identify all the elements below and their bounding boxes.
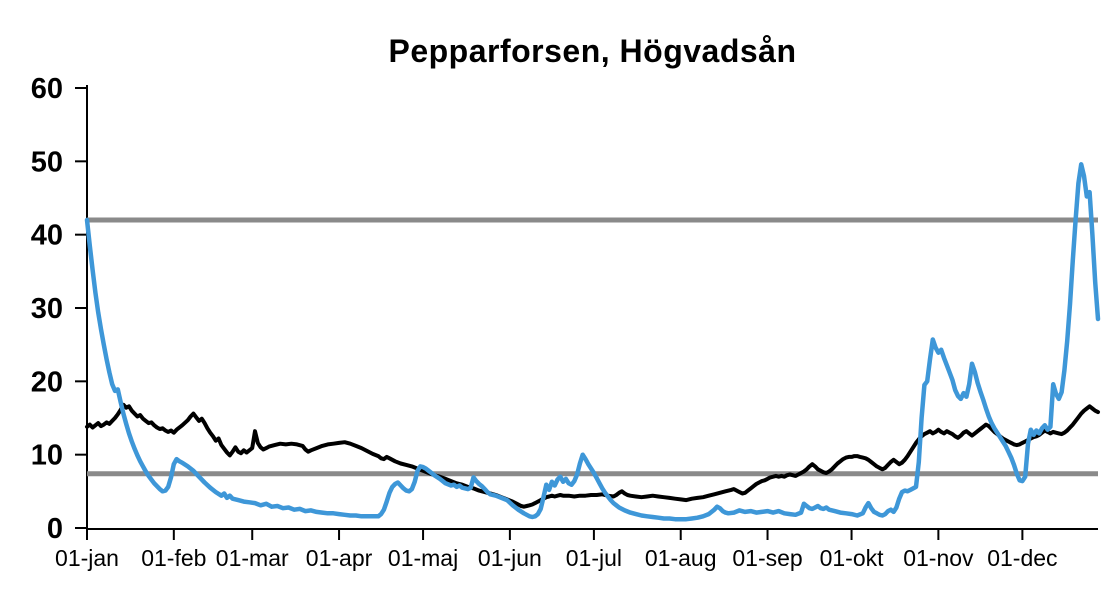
y-tick-label: 20 xyxy=(31,366,63,398)
series-blue xyxy=(84,162,1101,522)
y-tick-label: 30 xyxy=(31,293,63,325)
x-tick-label: 01-apr xyxy=(306,545,373,571)
series-black xyxy=(85,402,1100,509)
x-tick-label: 01-jul xyxy=(566,545,622,571)
y-tick-label: 50 xyxy=(31,146,63,178)
chart-title: Pepparforsen, Högvadsån xyxy=(388,33,797,69)
x-tick-label: 01-nov xyxy=(903,545,974,571)
x-tick-label: 01-maj xyxy=(388,545,458,571)
x-tick-label: 01-feb xyxy=(141,545,206,571)
y-tick-label: 40 xyxy=(31,220,63,252)
y-tick-label: 10 xyxy=(31,440,63,472)
x-tick-label: 01-mar xyxy=(216,545,289,571)
x-tick-label: 01-jun xyxy=(478,545,542,571)
y-tick-label: 0 xyxy=(47,513,63,545)
x-tick-label: 01-jan xyxy=(55,545,119,571)
x-tick-label: 01-sep xyxy=(732,545,802,571)
x-tick-label: 01-okt xyxy=(820,545,885,571)
x-tick-label: 01-dec xyxy=(987,545,1057,571)
y-tick-label: 60 xyxy=(31,73,63,105)
x-tick-label: 01-aug xyxy=(645,545,717,571)
